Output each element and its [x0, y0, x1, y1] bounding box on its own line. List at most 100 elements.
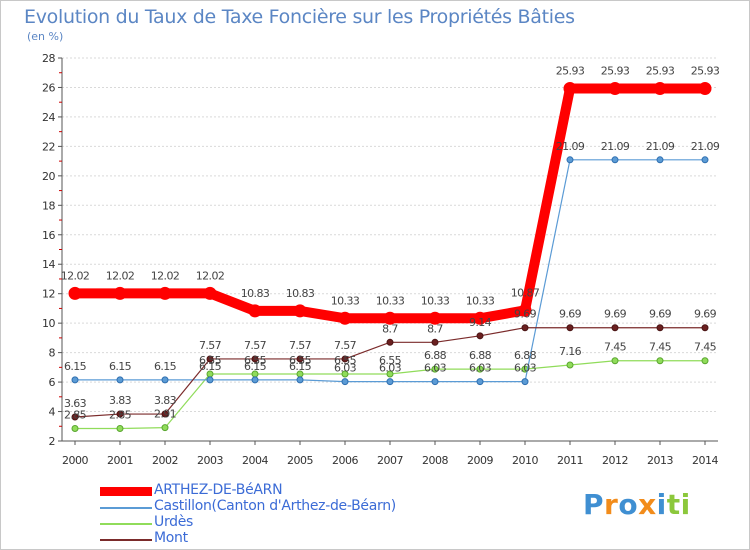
data-label-mont: 8.7 — [427, 322, 443, 335]
data-label-castillon: 6.15 — [289, 360, 312, 373]
data-label-mont: 9.69 — [604, 308, 627, 321]
data-label-castillon: 6.03 — [514, 362, 537, 375]
x-tick-label: 2013 — [647, 454, 673, 467]
legend-swatch-arthez — [100, 487, 152, 496]
x-tick-label: 2007 — [377, 454, 403, 467]
data-point-urdes — [386, 370, 394, 378]
legend-swatch-urdes — [100, 523, 152, 525]
logo-letter: i — [656, 488, 667, 521]
data-label-arthez: 12.02 — [61, 269, 90, 282]
x-tick-label: 2004 — [242, 454, 268, 467]
data-label-castillon: 6.03 — [424, 362, 447, 375]
data-point-urdes — [431, 365, 439, 373]
data-label-arthez: 10.33 — [466, 294, 495, 307]
data-point-mont — [251, 355, 259, 363]
data-point-mont — [206, 355, 214, 363]
data-label-castillon: 6.03 — [379, 362, 402, 375]
y-tick-label: 16 — [42, 229, 55, 242]
data-point-castillon — [611, 156, 619, 164]
data-point-arthez — [608, 81, 622, 95]
x-tick-label: 2006 — [332, 454, 358, 467]
logo-letter: x — [638, 488, 657, 521]
data-label-mont: 7.57 — [334, 339, 357, 352]
data-label-urdes: 7.45 — [694, 341, 717, 354]
data-point-arthez — [338, 311, 352, 325]
data-label-mont: 9.69 — [649, 308, 672, 321]
data-label-arthez: 10.87 — [511, 286, 540, 299]
legend-label-castillon: Castillon(Canton d'Arthez-de-Béarn) — [154, 498, 396, 514]
data-label-mont: 3.83 — [154, 394, 177, 407]
data-point-urdes — [341, 370, 349, 378]
logo-letter: P — [583, 488, 605, 521]
data-label-castillon: 21.09 — [601, 140, 630, 153]
data-point-arthez — [383, 311, 397, 325]
data-point-mont — [116, 410, 124, 418]
data-label-mont: 9.14 — [469, 316, 492, 329]
data-point-urdes — [116, 424, 124, 432]
data-point-castillon — [386, 378, 394, 386]
y-tick-label: 8 — [49, 347, 56, 360]
logo-letter: r — [604, 488, 619, 521]
data-point-arthez — [293, 304, 307, 318]
data-label-urdes: 6.55 — [244, 354, 267, 367]
y-tick-label: 2 — [49, 435, 56, 448]
data-label-mont: 3.63 — [64, 397, 87, 410]
y-tick-label: 6 — [49, 376, 56, 389]
data-point-mont — [71, 413, 79, 421]
legend-label-arthez: ARTHEZ-DE-BéARN — [154, 482, 283, 498]
data-label-castillon: 21.09 — [691, 140, 720, 153]
data-label-urdes: 2.85 — [109, 408, 132, 421]
data-point-mont — [161, 410, 169, 418]
data-label-arthez: 25.93 — [646, 64, 675, 77]
data-point-arthez — [518, 303, 532, 317]
logo-letter: o — [618, 488, 639, 521]
x-tick-label: 2010 — [512, 454, 538, 467]
data-label-urdes: 7.45 — [649, 341, 672, 354]
data-point-mont — [386, 338, 394, 346]
data-point-arthez — [698, 81, 712, 95]
data-label-urdes: 6.88 — [469, 349, 492, 362]
legend-label-urdes: Urdès — [154, 514, 194, 530]
x-tick-label: 2000 — [62, 454, 88, 467]
data-label-castillon: 21.09 — [556, 140, 585, 153]
data-label-mont: 3.83 — [109, 394, 132, 407]
data-point-mont — [476, 332, 484, 340]
data-point-urdes — [476, 365, 484, 373]
data-label-arthez: 25.93 — [556, 64, 585, 77]
data-label-castillon: 6.15 — [154, 360, 177, 373]
data-point-urdes — [656, 357, 664, 365]
y-tick-label: 20 — [42, 170, 55, 183]
legend-swatch-castillon — [100, 507, 152, 509]
data-point-mont — [611, 324, 619, 332]
data-label-arthez: 25.93 — [691, 64, 720, 77]
data-point-urdes — [701, 357, 709, 365]
data-point-urdes — [611, 357, 619, 365]
x-tick-label: 2008 — [422, 454, 448, 467]
data-point-castillon — [161, 376, 169, 384]
data-point-urdes — [71, 424, 79, 432]
data-label-castillon: 6.15 — [64, 360, 87, 373]
data-label-arthez: 10.33 — [421, 294, 450, 307]
data-point-arthez — [203, 286, 217, 300]
data-label-castillon: 6.15 — [199, 360, 222, 373]
data-point-mont — [341, 355, 349, 363]
data-point-castillon — [566, 156, 574, 164]
data-label-urdes: 6.55 — [289, 354, 312, 367]
data-label-urdes: 7.45 — [604, 341, 627, 354]
data-point-arthez — [653, 81, 667, 95]
x-tick-label: 2003 — [197, 454, 223, 467]
data-point-arthez — [113, 286, 127, 300]
data-label-castillon: 21.09 — [646, 140, 675, 153]
data-label-castillon: 6.03 — [334, 362, 357, 375]
x-tick-label: 2009 — [467, 454, 493, 467]
data-label-urdes: 7.16 — [559, 345, 582, 358]
data-point-castillon — [206, 376, 214, 384]
data-point-castillon — [116, 376, 124, 384]
data-label-mont: 9.69 — [514, 308, 537, 321]
y-axis-unit-label: (en %) — [27, 30, 64, 43]
data-label-urdes: 6.55 — [334, 354, 357, 367]
x-tick-label: 2011 — [557, 454, 583, 467]
data-label-arthez: 10.83 — [241, 287, 270, 300]
data-point-mont — [566, 324, 574, 332]
